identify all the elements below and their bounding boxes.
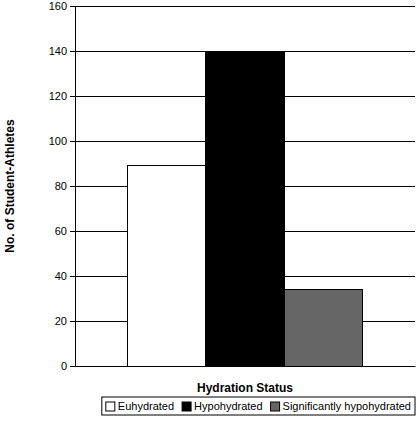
y-tick-mark bbox=[70, 186, 75, 187]
y-axis-line bbox=[70, 7, 76, 367]
y-tick-mark bbox=[70, 141, 75, 142]
y-tick: 40 bbox=[55, 270, 75, 282]
y-tick: 60 bbox=[55, 225, 75, 237]
legend: Euhydrated Hypohydrated Significantly hypo… bbox=[102, 397, 415, 415]
chart: 0 20 40 60 80 100 120 140 160 Hydration Status No.… bbox=[0, 0, 417, 422]
y-tick: 120 bbox=[49, 90, 75, 102]
y-tick: 0 bbox=[61, 360, 75, 372]
y-tick-mark bbox=[70, 51, 75, 52]
y-tick-label: 40 bbox=[55, 270, 67, 282]
x-axis-title: Hydration Status bbox=[197, 381, 293, 395]
y-tick-label: 160 bbox=[49, 0, 67, 12]
x-axis-line bbox=[76, 366, 416, 367]
bar bbox=[206, 51, 284, 366]
y-tick: 160 bbox=[49, 0, 75, 12]
legend-label: Euhydrated bbox=[118, 400, 174, 412]
y-tick-label: 20 bbox=[55, 315, 67, 327]
bars bbox=[127, 51, 362, 366]
x-axis bbox=[76, 366, 416, 368]
legend-swatch bbox=[271, 402, 280, 411]
y-tick-label: 140 bbox=[49, 45, 67, 57]
y-tick: 20 bbox=[55, 315, 75, 327]
legend-swatch bbox=[182, 402, 191, 411]
legend-item: Euhydrated bbox=[106, 400, 174, 412]
y-tick-label: 0 bbox=[61, 360, 67, 372]
y-tick-mark bbox=[70, 6, 75, 7]
y-tick: 80 bbox=[55, 180, 75, 192]
legend-item: Significantly hypohydrated bbox=[271, 400, 411, 412]
bar bbox=[127, 166, 205, 366]
y-tick-mark bbox=[70, 366, 75, 367]
y-axis-title: No. of Student-Athletes bbox=[3, 119, 17, 253]
y-tick-label: 60 bbox=[55, 225, 67, 237]
y-tick: 140 bbox=[49, 45, 75, 57]
grid-line bbox=[75, 6, 415, 7]
y-tick-mark bbox=[70, 276, 75, 277]
y-tick-mark bbox=[70, 231, 75, 232]
y-tick-label: 100 bbox=[49, 135, 67, 147]
legend-frame bbox=[102, 397, 415, 415]
y-tick: 100 bbox=[49, 135, 75, 147]
legend-item: Hypohydrated bbox=[182, 400, 263, 412]
y-tick-label: 80 bbox=[55, 180, 67, 192]
y-tick-mark bbox=[70, 321, 75, 322]
y-tick-label: 120 bbox=[49, 90, 67, 102]
y-tick-mark bbox=[70, 96, 75, 97]
legend-label: Hypohydrated bbox=[194, 400, 263, 412]
grid bbox=[75, 6, 415, 366]
legend-swatch bbox=[106, 402, 115, 411]
y-axis: 0 20 40 60 80 100 120 140 160 bbox=[49, 0, 76, 372]
bar bbox=[284, 290, 362, 367]
legend-label: Significantly hypohydrated bbox=[283, 400, 411, 412]
